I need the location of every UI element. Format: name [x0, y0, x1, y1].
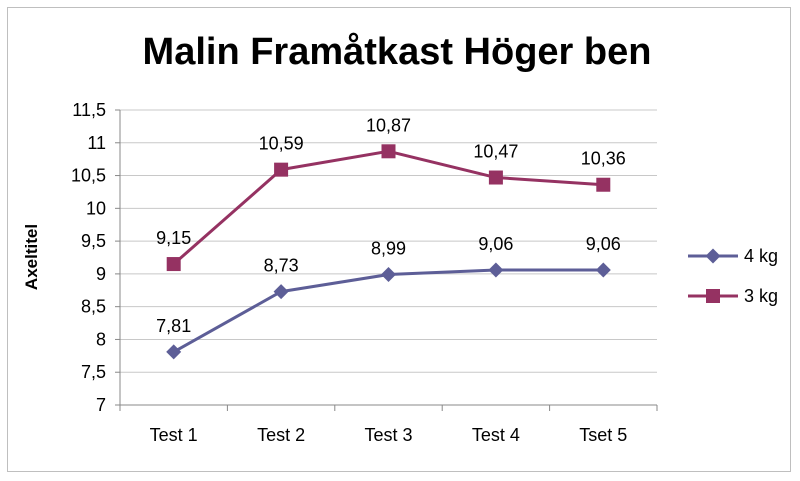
- y-tick-label: 8,5: [81, 297, 106, 317]
- y-tick-label: 7,5: [81, 362, 106, 382]
- y-tick-label: 9,5: [81, 231, 106, 251]
- axes: [119, 110, 658, 411]
- data-point: [595, 262, 611, 278]
- data-point: [381, 144, 396, 159]
- x-tick-label: Test 2: [257, 425, 305, 445]
- legend: 4 kg 3 kg: [688, 246, 778, 306]
- x-tick-label: Test 1: [150, 425, 198, 445]
- data-label: 8,73: [264, 256, 299, 276]
- data-point: [274, 162, 289, 177]
- y-tick-labels: 7 7,5 8 8,5 9 9,5 10 10,5 11 11,5: [71, 100, 106, 415]
- x-tick-label: Tset 5: [579, 425, 627, 445]
- data-label: 7,81: [156, 316, 191, 336]
- x-tick-labels: Test 1 Test 2 Test 3 Test 4 Tset 5: [150, 425, 628, 445]
- data-label: 10,87: [366, 115, 411, 135]
- data-point: [166, 257, 181, 272]
- data-label: 8,99: [371, 239, 406, 259]
- y-tick-label: 10: [86, 198, 106, 218]
- series-group: 7,81 8,73 8,99 9,06 9,06 9,15 10,59 10,87 10,47 1…: [156, 115, 626, 360]
- chart-frame: [7, 7, 791, 472]
- legend-item: 3 kg: [688, 286, 778, 306]
- data-label: 9,15: [156, 228, 191, 248]
- data-label: 9,06: [478, 234, 513, 254]
- x-tick-label: Test 3: [364, 425, 412, 445]
- x-tick-label: Test 4: [472, 425, 520, 445]
- data-point: [381, 267, 396, 283]
- data-point: [273, 284, 289, 300]
- data-point: [596, 177, 611, 192]
- y-tick-label: 11,5: [72, 100, 106, 120]
- data-label: 10,59: [259, 134, 304, 154]
- data-label: 10,47: [473, 142, 518, 162]
- gridlines: [115, 109, 657, 406]
- data-point: [166, 344, 182, 360]
- y-axis-title: Axeltitel: [22, 224, 41, 290]
- y-tick-label: 8: [96, 329, 106, 349]
- y-tick-label: 9: [96, 264, 106, 284]
- legend-item: 4 kg: [688, 246, 778, 266]
- data-point: [488, 262, 504, 278]
- legend-label: 4 kg: [744, 246, 778, 266]
- chart-title: Malin Framåtkast Höger ben: [143, 31, 652, 73]
- y-tick-label: 7: [96, 395, 106, 415]
- legend-label: 3 kg: [744, 286, 778, 306]
- series-2: 9,15 10,59 10,87 10,47 10,36: [156, 115, 626, 272]
- data-point: [488, 170, 503, 185]
- legend-marker: [706, 289, 720, 303]
- legend-marker: [705, 248, 721, 264]
- series-1: 7,81 8,73 8,99 9,06 9,06: [156, 234, 621, 360]
- data-label: 9,06: [586, 234, 621, 254]
- y-tick-label: 10,5: [71, 166, 106, 186]
- y-tick-label: 11: [87, 133, 106, 153]
- data-label: 10,36: [581, 149, 626, 169]
